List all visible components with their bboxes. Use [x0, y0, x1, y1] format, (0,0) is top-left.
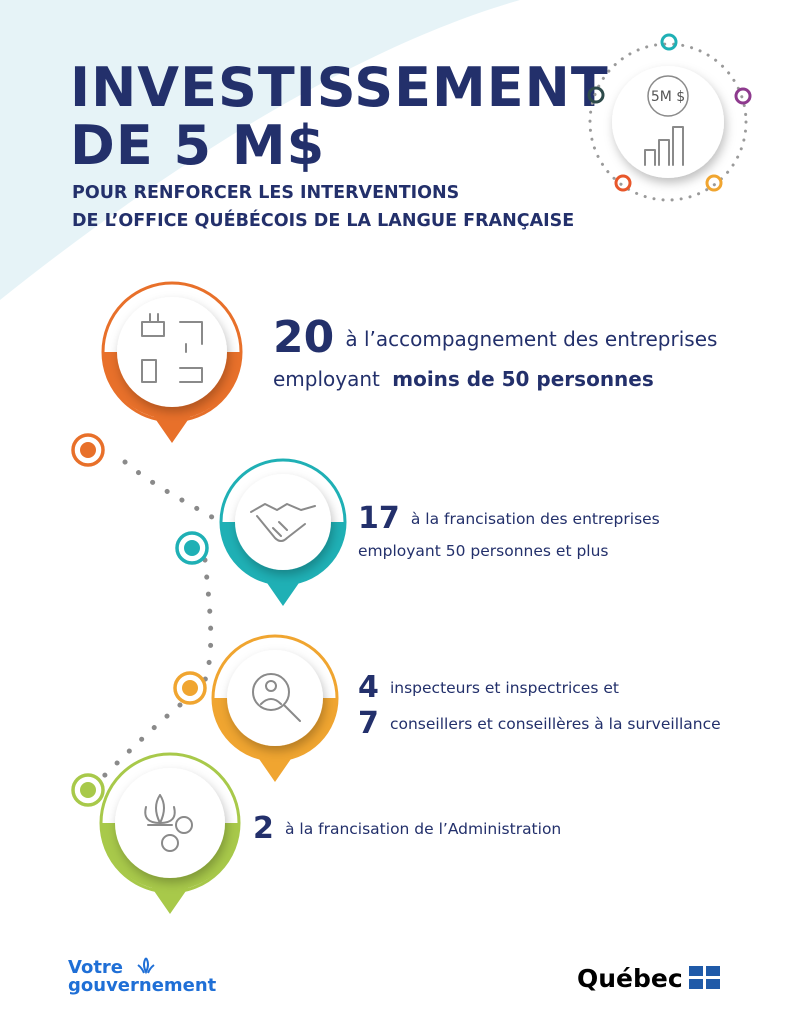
badge-label: 5M $ — [651, 89, 685, 105]
dot — [734, 87, 752, 105]
dot — [660, 33, 678, 51]
item-number: 2 — [253, 811, 274, 846]
pin-face — [115, 768, 225, 878]
item-text: à la francisation de l’Administration — [285, 820, 561, 838]
flag-square — [706, 979, 720, 989]
subtitle-line: DE L’OFFICE QUÉBÉCOIS DE LA LANGUE FRANÇ… — [72, 209, 574, 231]
target-outer — [175, 531, 209, 565]
target-outer — [71, 433, 105, 467]
item-number: 4 — [358, 670, 379, 705]
pin-icon — [250, 503, 316, 542]
badge-coin — [647, 75, 689, 117]
item-number: 20 — [273, 312, 334, 363]
title-line: DE 5 M$ — [70, 114, 325, 177]
subtitle-line: POUR RENFORCER LES INTERVENTIONS — [72, 183, 459, 203]
item-number: 17 — [358, 501, 400, 536]
pin — [71, 281, 243, 467]
target-inner — [182, 680, 198, 696]
pin-icon — [141, 313, 203, 383]
pin-face — [235, 474, 331, 570]
flag-square — [706, 966, 720, 976]
dot — [587, 86, 605, 104]
pin — [175, 458, 347, 606]
background-wave — [0, 0, 520, 300]
target-inner — [80, 782, 96, 798]
item-line: 17 à la francisation des entreprises — [358, 501, 660, 536]
pin — [173, 634, 339, 782]
quebec-flag — [689, 966, 720, 989]
pins — [71, 281, 347, 914]
bar-icon — [644, 126, 684, 166]
target-inner — [80, 442, 96, 458]
logo-text: Votre — [68, 957, 123, 978]
item-text: employant 50 personnes et plus — [358, 542, 609, 560]
quebec-wordmark: Québec — [577, 964, 683, 993]
dot — [705, 174, 723, 192]
item-number: 7 — [358, 706, 379, 741]
target-outer — [173, 671, 207, 705]
dotted-ring — [588, 42, 748, 202]
badge-circle — [612, 66, 724, 178]
item-text: employant — [273, 367, 380, 391]
header: INVESTISSEMENT DE 5 M$ POUR RENFORCER LE… — [70, 56, 609, 231]
item-text: conseillers et conseillères à la surveil… — [390, 715, 721, 733]
item-emphasis: moins de 50 personnes — [392, 367, 654, 391]
badge: 5M $ — [587, 33, 752, 202]
item-line: 2 à la francisation de l’Administration — [253, 811, 561, 846]
item-line: 4 inspecteurs et inspectrices et — [358, 670, 619, 705]
item-text: à l’accompagnement des entreprises — [345, 327, 717, 351]
pin-face — [227, 650, 323, 746]
pin-icon — [144, 794, 193, 852]
target-outer — [71, 773, 105, 807]
pin-face — [117, 297, 227, 407]
item-line: employant moins de 50 personnes — [273, 367, 654, 391]
pin-icon — [252, 673, 301, 722]
flag-square — [689, 966, 703, 976]
item-text: inspecteurs et inspectrices et — [390, 679, 619, 697]
logo-text: gouvernement — [68, 975, 217, 996]
item-line: 20 à l’accompagnement des entreprises — [273, 312, 717, 363]
title-line: INVESTISSEMENT — [70, 56, 609, 119]
flag-square — [689, 979, 703, 989]
dotted-path — [97, 459, 243, 783]
item-text: à la francisation des entreprises — [411, 510, 660, 528]
target-inner — [184, 540, 200, 556]
logo-icon — [137, 957, 155, 975]
dot — [614, 174, 632, 192]
item-line: 7 conseillers et conseillères à la surve… — [358, 706, 721, 741]
pin — [71, 752, 241, 914]
footer: Votre gouvernement Québec — [68, 957, 720, 996]
